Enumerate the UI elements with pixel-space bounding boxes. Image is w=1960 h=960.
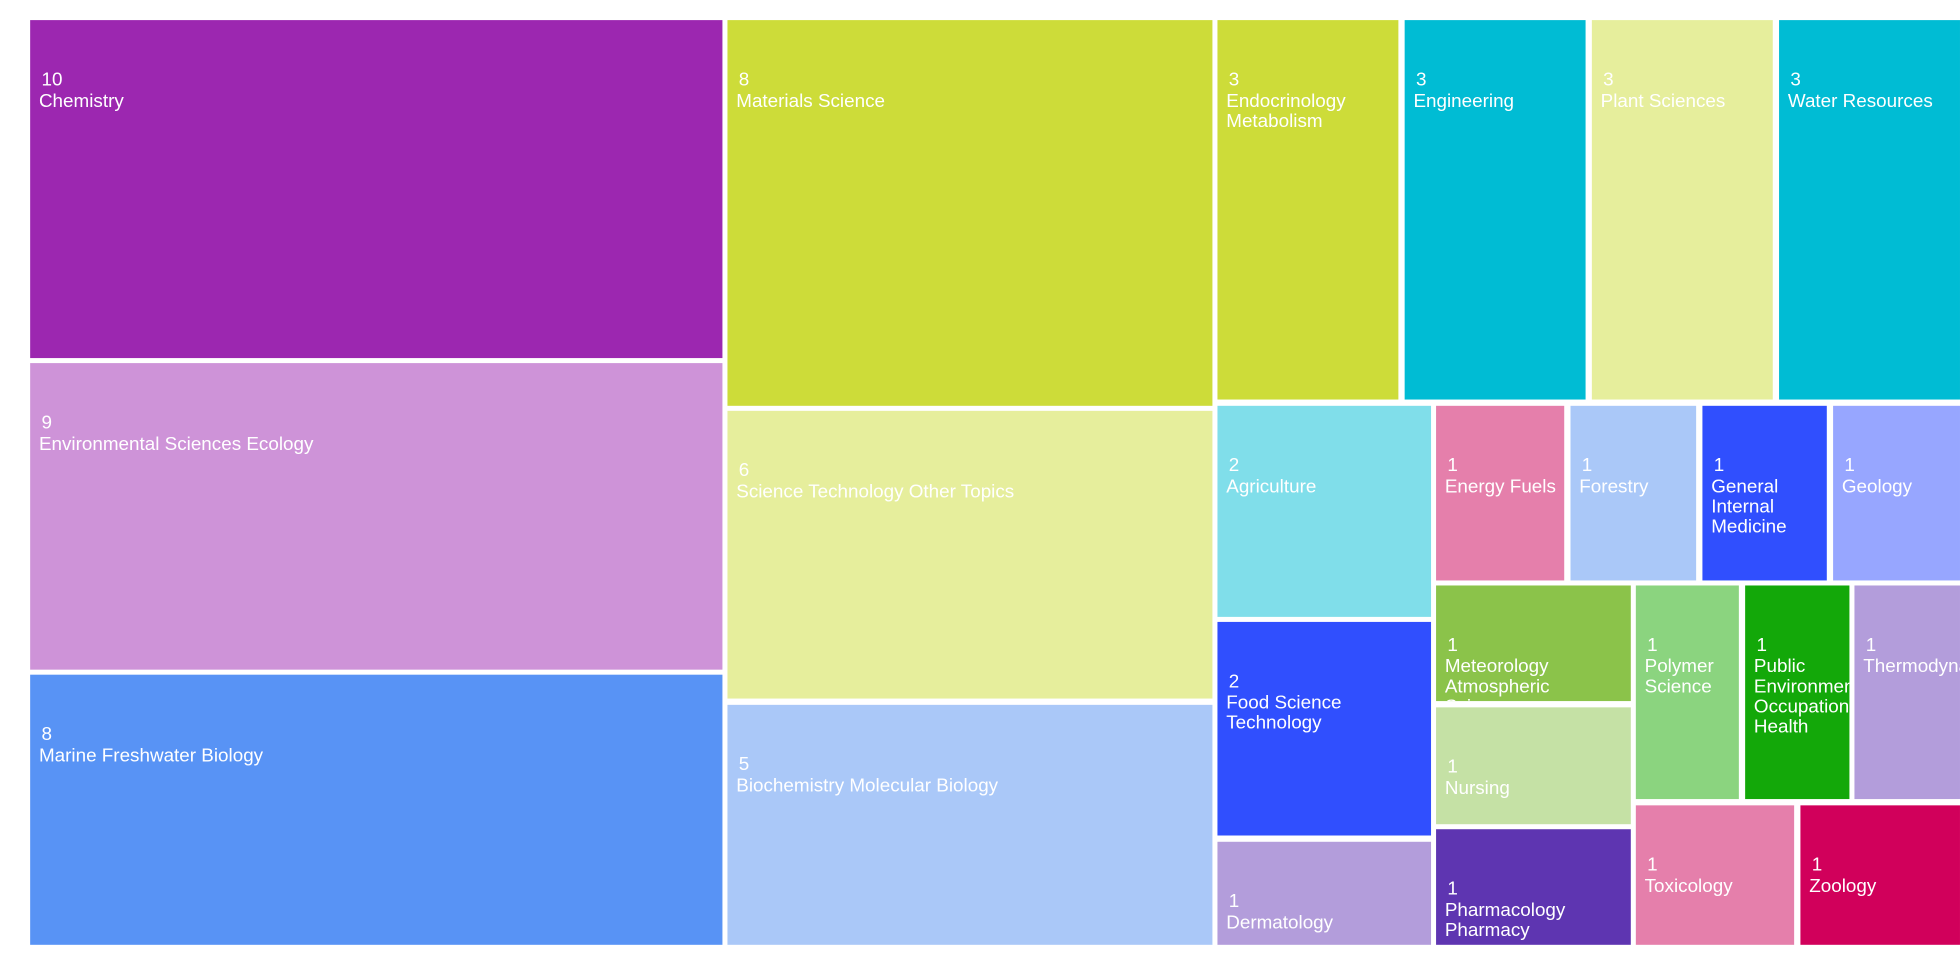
treemap-cell[interactable]: 1 Energy Fuels — [1436, 405, 1565, 581]
cell-value: 2 — [1228, 670, 1240, 693]
treemap-cell[interactable]: 1 Dermatology — [1217, 841, 1432, 945]
cell-label: Agriculture — [1226, 476, 1317, 498]
cell-value: 1 — [1756, 634, 1767, 656]
cell-value: 1 — [1811, 854, 1823, 876]
treemap-cell[interactable]: 1 Polymer Science — [1635, 585, 1739, 800]
treemap-cell[interactable]: 9 Environmental Sciences Ecology — [30, 363, 723, 670]
treemap-cell[interactable]: 1 General Internal Medicine — [1702, 405, 1827, 581]
treemap-cell[interactable]: 1 Zoology — [1800, 805, 1960, 945]
cell-label: General Internal Medicine — [1711, 476, 1787, 538]
cell-value: 8 — [738, 69, 750, 91]
cell-label: Plant Sciences — [1600, 90, 1726, 112]
cell-value: 10 — [41, 69, 63, 91]
cell-value: 1 — [1228, 890, 1240, 913]
cell-label: Polymer Science — [1644, 655, 1714, 698]
cell-value: 3 — [1603, 69, 1614, 91]
cell-label: Geology — [1841, 476, 1913, 498]
treemap-cell[interactable]: 1Thermodynamics — [1854, 585, 1960, 800]
cell-value: 1 — [1647, 854, 1658, 876]
cell-value: 1 — [1844, 454, 1855, 477]
treemap-cell[interactable]: 1 Nursing — [1436, 707, 1631, 825]
cell-value: 1 — [1647, 634, 1658, 656]
cell-value: 1 — [1447, 454, 1458, 477]
treemap-cell[interactable]: 5 Biochemistry Molecular Biology — [727, 704, 1213, 945]
treemap-cell[interactable]: 8 Materials Science — [727, 20, 1213, 406]
cell-value: 1 — [1447, 634, 1458, 656]
treemap-cell[interactable]: 8 Marine Freshwater Biology — [30, 674, 723, 945]
cell-label: Materials Science — [736, 90, 885, 112]
cell-label: Nursing — [1444, 777, 1510, 800]
cell-value: 1 — [1713, 454, 1725, 477]
cell-label: Environmental Sciences Ecology — [38, 433, 314, 455]
cell-label: Engineering — [1413, 90, 1515, 112]
cell-label: Biochemistry Molecular Biology — [736, 775, 999, 797]
treemap-cell[interactable]: 10 Chemistry — [30, 20, 723, 359]
cell-value: 3 — [1790, 69, 1801, 91]
cell-value: 1 — [1581, 454, 1593, 477]
cell-label: Science Technology Other Topics — [736, 481, 1015, 503]
cell-label: Water Resources — [1787, 90, 1933, 112]
treemap-cell[interactable]: 3 Water Resources — [1779, 20, 1960, 400]
cell-label: Forestry — [1579, 476, 1649, 498]
cell-label: Marine Freshwater Biology — [38, 745, 264, 767]
cell-label: Energy Fuels — [1444, 476, 1556, 498]
treemap-cell[interactable]: 1 Pharmacology Pharmacy — [1436, 829, 1631, 945]
treemap-cell[interactable]: 1 Toxicology — [1635, 805, 1795, 945]
cell-value: 3 — [1415, 69, 1427, 91]
cell-label: Chemistry — [38, 90, 124, 112]
cell-label: Zoology — [1809, 875, 1877, 898]
cell-value: 1 — [1447, 878, 1458, 900]
cell-label: Thermodynamics — [1863, 655, 1960, 678]
cell-label: Dermatology — [1226, 912, 1334, 934]
cell-label: Public Environmental Occupational Health — [1753, 655, 1850, 738]
cell-label: Endocrinology Metabolism — [1226, 90, 1346, 132]
treemap-cell[interactable]: 2 Food Science Technology — [1217, 621, 1432, 836]
cell-value: 6 — [738, 459, 750, 482]
cell-value: 8 — [41, 723, 52, 746]
cell-label: Pharmacology Pharmacy — [1444, 899, 1566, 942]
treemap-cell[interactable]: 3 Endocrinology Metabolism — [1217, 20, 1399, 400]
treemap-cell[interactable]: 6 Science Technology Other Topics — [727, 410, 1213, 699]
cell-value: 9 — [41, 412, 52, 434]
treemap-cell[interactable]: 1 Forestry — [1570, 405, 1697, 581]
cell-label: Toxicology — [1644, 875, 1733, 898]
cell-value: 3 — [1228, 69, 1240, 91]
cell-label: Meteorology Atmospheric Sciences — [1444, 655, 1550, 701]
cell-value: 1 — [1447, 756, 1458, 778]
treemap-cell[interactable]: 1 Geology — [1833, 405, 1960, 581]
cell-value: 5 — [738, 753, 750, 776]
treemap-cell[interactable]: 3 Engineering — [1404, 20, 1586, 400]
cell-value: 2 — [1228, 454, 1240, 477]
treemap-cell[interactable]: 2 Agriculture — [1217, 405, 1432, 617]
cell-value: 1 — [1865, 634, 1877, 656]
treemap-cell[interactable]: 3 Plant Sciences — [1591, 20, 1773, 400]
cell-label: Food Science Technology — [1226, 692, 1342, 734]
